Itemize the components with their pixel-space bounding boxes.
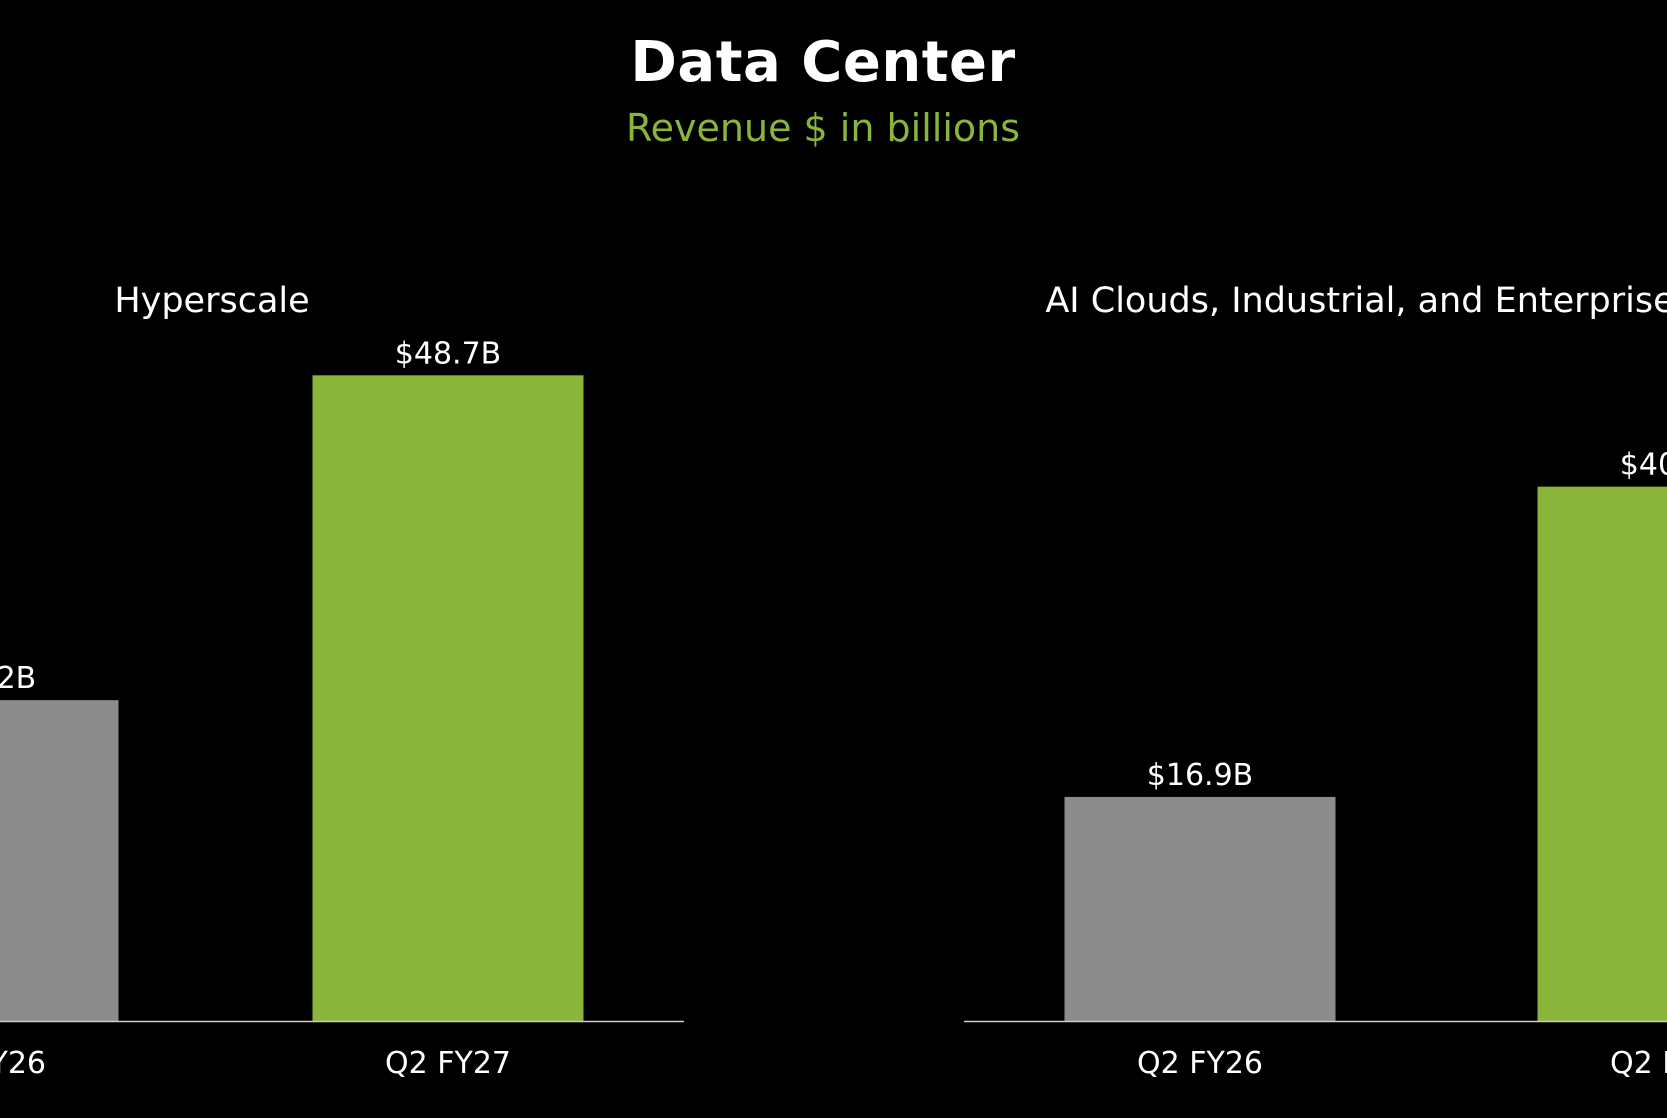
bar-ai-clouds-q2-fy27 [1537,486,1667,1021]
data-label-hyperscale-0: $24.2B [0,661,36,696]
x-tick-label-ai-clouds-0: Q2 FY26 [1137,1046,1263,1081]
bar-hyperscale-q2-fy26 [0,700,119,1021]
x-tick-label-ai-clouds-1: Q2 FY27 [1610,1046,1667,1081]
page-title: Data Center [630,30,1016,95]
chart-title-ai-clouds: AI Clouds, Industrial, and Enterprise [1045,281,1667,321]
data-label-ai-clouds-0: $16.9B [1147,758,1253,793]
chart-panel-hyperscale: Hyperscale $24.2B Q2 FY26 $48.7B Q2 FY27 [0,281,684,1081]
data-label-hyperscale-1: $48.7B [395,336,501,371]
bar-ai-clouds-q2-fy26 [1064,796,1336,1021]
page-subtitle: Revenue $ in billions [625,106,1021,150]
bar-hyperscale-q2-fy27 [312,375,584,1021]
chart-panel-ai-clouds: AI Clouds, Industrial, and Enterprise $16… [964,281,1667,1081]
chart-title-hyperscale: Hyperscale [114,281,309,321]
data-label-ai-clouds-1: $40.3B [1620,448,1667,483]
x-tick-label-hyperscale-1: Q2 FY27 [385,1046,511,1081]
x-tick-label-hyperscale-0: Q2 FY26 [0,1046,46,1081]
